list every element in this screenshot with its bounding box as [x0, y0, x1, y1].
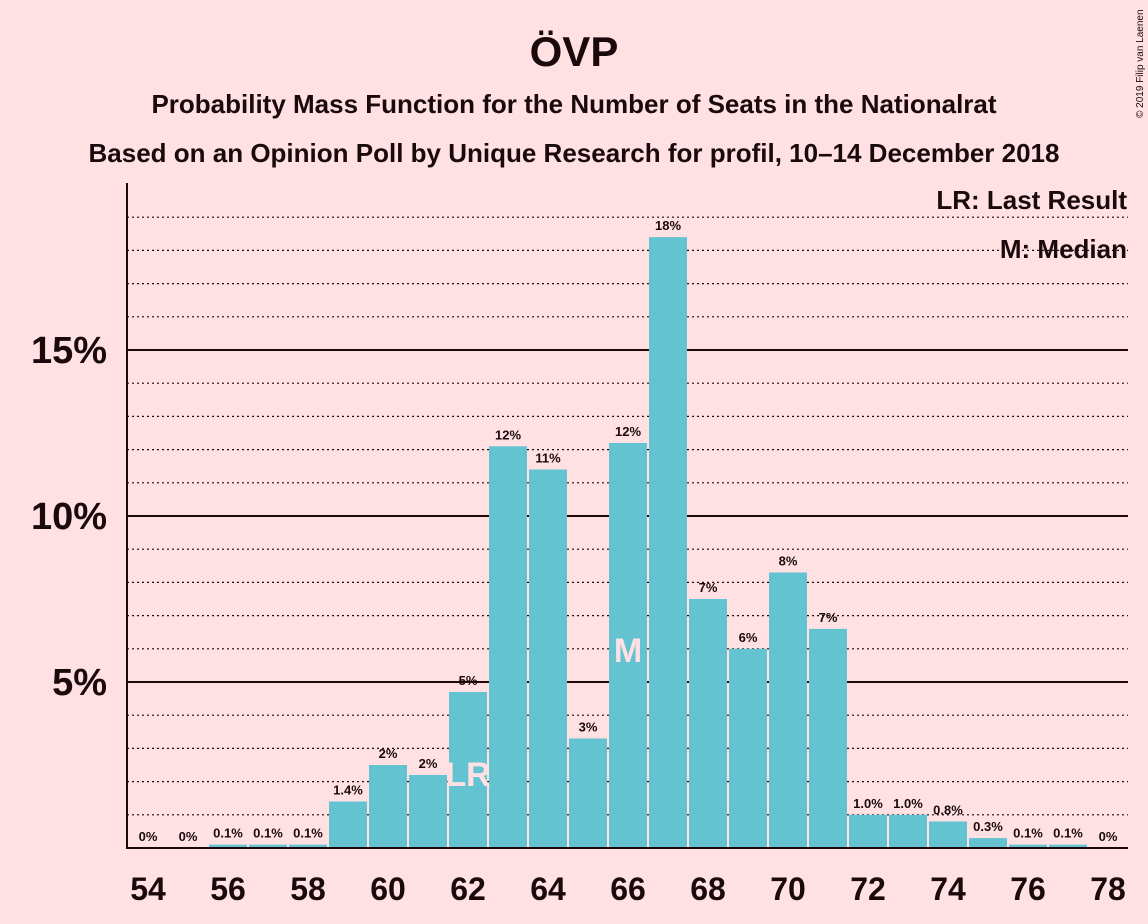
bar [529, 469, 567, 848]
bar [569, 738, 607, 848]
x-tick-label: 54 [130, 871, 166, 907]
bar [1049, 844, 1087, 848]
bar [449, 691, 487, 848]
bar [929, 821, 967, 848]
value-label: 7% [699, 580, 718, 595]
bar [329, 801, 367, 848]
value-labels: 0% 0% 0.1% 0.1% 0.1% 1.4% 2% 2% 5% 12% 11% 3% 12% 18%… [139, 218, 1118, 844]
legend-last-result: LR: Last Result [936, 185, 1127, 215]
bars [209, 237, 1087, 848]
y-tick-label: 10% [31, 496, 107, 538]
value-label: 1.4% [333, 783, 363, 798]
chart-subtitle-1: Probability Mass Function for the Number… [151, 89, 996, 119]
bar [729, 648, 767, 848]
bar [489, 446, 527, 848]
x-tick-label: 76 [1010, 871, 1046, 907]
bar [369, 765, 407, 848]
value-label: 0.1% [213, 826, 243, 841]
x-tick-label: 64 [530, 871, 566, 907]
x-tick-label: 72 [850, 871, 886, 907]
x-tick-label: 56 [210, 871, 246, 907]
x-tick-label: 70 [770, 871, 806, 907]
value-label: 2% [419, 756, 438, 771]
median-marker: M [614, 632, 642, 670]
value-label: 18% [655, 218, 681, 233]
value-label: 0.1% [293, 826, 323, 841]
value-label: 8% [779, 553, 798, 568]
x-axis-ticks: 54 56 58 60 62 64 66 68 70 72 74 76 78 [130, 871, 1126, 907]
value-label: 0.1% [1013, 826, 1043, 841]
value-label: 1.0% [853, 796, 883, 811]
value-label: 0% [179, 829, 198, 844]
bar [1009, 844, 1047, 848]
bar [809, 628, 847, 848]
value-label: 0.1% [253, 826, 283, 841]
bar [889, 814, 927, 848]
bar [649, 237, 687, 848]
value-label: 0.1% [1053, 826, 1083, 841]
value-label: 11% [535, 451, 561, 466]
value-label: 7% [819, 610, 838, 625]
y-axis-ticks: 5% 10% 15% [31, 330, 107, 704]
value-label: 12% [615, 424, 641, 439]
bar [289, 844, 327, 848]
x-tick-label: 74 [930, 871, 966, 907]
bar [969, 838, 1007, 848]
copyright-text: © 2019 Filip van Laenen [1135, 9, 1146, 118]
legend-median: M: Median [1000, 234, 1127, 264]
markers: LR M [445, 632, 642, 794]
x-tick-label: 58 [290, 871, 326, 907]
value-label: 3% [579, 719, 598, 734]
bar [409, 774, 447, 848]
bar [769, 572, 807, 848]
chart-subtitle-2: Based on an Opinion Poll by Unique Resea… [89, 138, 1060, 168]
bar [249, 844, 287, 848]
y-tick-label: 15% [31, 330, 107, 372]
x-tick-label: 68 [690, 871, 726, 907]
y-tick-label: 5% [52, 662, 107, 704]
x-tick-label: 62 [450, 871, 486, 907]
value-label: 0.8% [933, 802, 963, 817]
bar [689, 599, 727, 848]
last-result-marker: LR [445, 756, 490, 794]
value-label: 0% [139, 829, 158, 844]
x-tick-label: 60 [370, 871, 406, 907]
value-label: 6% [739, 630, 758, 645]
chart-title: ÖVP [530, 28, 619, 75]
value-label: 5% [459, 673, 478, 688]
value-label: 2% [379, 746, 398, 761]
bar [609, 442, 647, 848]
value-label: 0% [1099, 829, 1118, 844]
x-tick-label: 78 [1090, 871, 1126, 907]
value-label: 12% [495, 427, 521, 442]
value-label: 1.0% [893, 796, 923, 811]
bar [849, 814, 887, 848]
value-label: 0.3% [973, 819, 1003, 834]
bar [209, 844, 247, 848]
x-tick-label: 66 [610, 871, 646, 907]
